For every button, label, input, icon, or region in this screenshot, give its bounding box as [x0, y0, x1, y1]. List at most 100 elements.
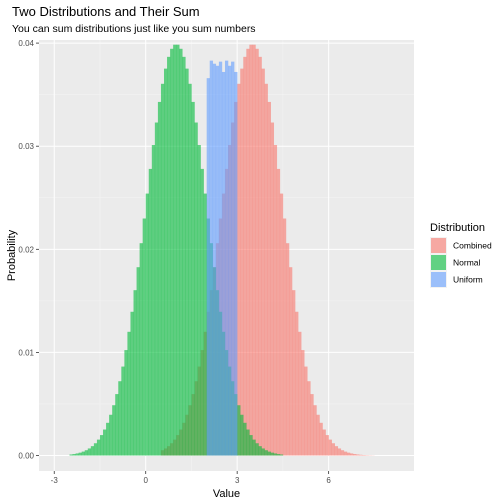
bar — [349, 453, 354, 456]
bar — [346, 452, 351, 456]
bar — [298, 331, 302, 456]
bar — [87, 448, 92, 456]
bar — [337, 448, 342, 456]
bar — [203, 193, 207, 456]
bar — [316, 414, 320, 456]
x-axis-title: Value — [213, 488, 240, 500]
bar — [115, 394, 119, 456]
bar — [362, 455, 366, 456]
bar — [285, 243, 290, 456]
bar — [243, 422, 247, 456]
y-tick-label: 0.00 — [18, 452, 34, 461]
y-tick-label: 0.01 — [18, 348, 34, 357]
bar — [81, 451, 85, 456]
bar — [96, 439, 101, 456]
bar — [90, 446, 95, 456]
bar — [276, 168, 281, 456]
bar — [279, 454, 284, 456]
bar — [145, 193, 150, 456]
bar — [191, 101, 195, 456]
bar — [139, 243, 143, 456]
bar — [310, 394, 314, 456]
bar — [215, 65, 220, 456]
x-axis: -3 0 3 6 — [51, 471, 331, 485]
bar — [340, 450, 345, 456]
bar — [185, 68, 189, 456]
bar — [237, 405, 241, 456]
bar — [243, 56, 247, 456]
x-tick-label: 3 — [235, 476, 240, 485]
bar — [206, 78, 210, 456]
x-tick-label: 6 — [326, 476, 331, 485]
bar — [234, 71, 238, 456]
bar — [170, 48, 174, 456]
bar — [173, 44, 177, 456]
legend-title: Distribution — [430, 222, 485, 234]
histogram-bars — [69, 44, 375, 456]
bar — [246, 48, 250, 456]
bar — [103, 429, 107, 456]
bar — [343, 451, 348, 456]
bar — [313, 405, 317, 456]
bar — [289, 267, 293, 456]
bar — [130, 311, 134, 456]
bar — [224, 60, 229, 456]
bar — [267, 451, 271, 456]
chart-title: Two Distributions and Their Sum — [12, 4, 200, 19]
bar — [246, 429, 250, 456]
bar — [292, 290, 296, 456]
bar — [282, 218, 287, 456]
bar — [124, 350, 128, 456]
bar — [255, 443, 259, 456]
legend-key-uniform — [431, 272, 446, 287]
bar — [99, 435, 104, 456]
bar — [328, 439, 332, 456]
legend-label: Uniform — [453, 275, 483, 285]
bar — [252, 44, 256, 456]
y-axis: 0.00 0.01 0.02 0.03 0.04 — [18, 39, 39, 461]
y-tick-label: 0.03 — [18, 142, 34, 151]
bar — [112, 405, 116, 456]
chart-subtitle: You can sum distributions just like you … — [12, 23, 256, 35]
legend: Distribution Combined Normal Uniform — [430, 222, 492, 288]
bar — [353, 454, 357, 456]
bar — [267, 101, 271, 456]
bar — [72, 454, 76, 456]
bar — [325, 435, 329, 456]
bar — [154, 122, 159, 456]
bar — [356, 454, 360, 456]
bar — [228, 65, 232, 456]
bar — [151, 145, 156, 456]
x-tick-label: 0 — [143, 476, 148, 485]
bar — [167, 56, 171, 456]
bar — [75, 453, 79, 456]
bar — [295, 311, 299, 456]
bar — [261, 68, 265, 456]
bar — [255, 48, 259, 456]
bar — [84, 450, 89, 456]
series-uniform — [206, 60, 238, 456]
bar — [261, 448, 265, 456]
bar — [218, 61, 223, 456]
bar — [106, 422, 110, 456]
bar — [148, 168, 153, 456]
bar — [264, 450, 268, 456]
bar — [209, 60, 214, 456]
bar — [359, 454, 363, 456]
bar — [118, 381, 122, 456]
bar — [270, 122, 275, 456]
bar — [221, 71, 226, 456]
bar — [133, 290, 137, 456]
bar — [212, 63, 217, 456]
bar — [176, 44, 180, 456]
bar — [273, 453, 278, 456]
bar — [258, 446, 262, 456]
bar — [240, 68, 244, 456]
bar — [200, 168, 204, 456]
bar — [78, 452, 82, 456]
bar — [127, 331, 131, 456]
bar — [109, 414, 113, 456]
bar — [157, 101, 162, 456]
x-tick-label: -3 — [51, 476, 59, 485]
bar — [270, 452, 275, 456]
